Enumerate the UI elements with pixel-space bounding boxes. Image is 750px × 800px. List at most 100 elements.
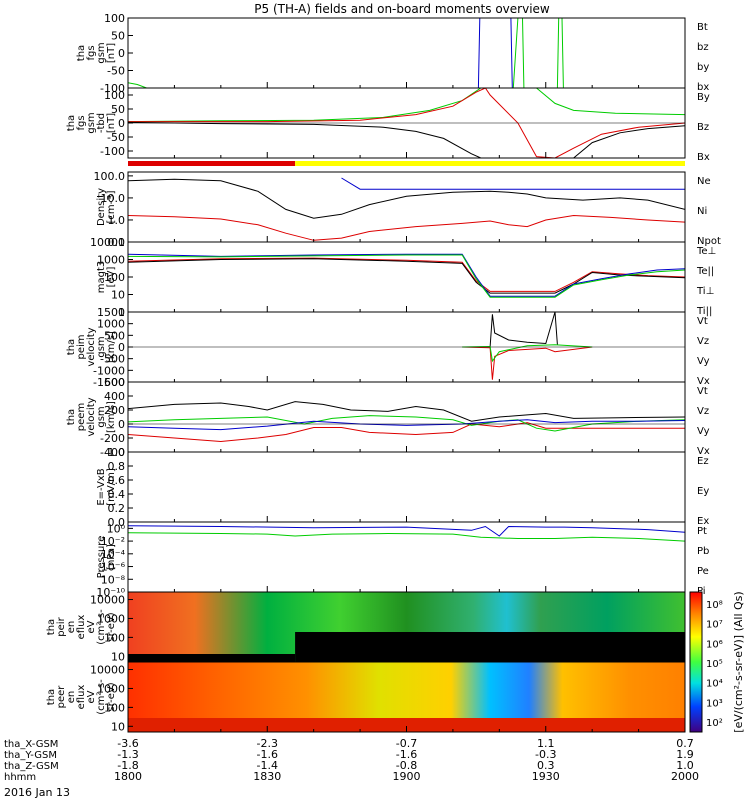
ytick-label: -100 <box>100 145 125 158</box>
legend-efield-Ez: Ez <box>697 456 709 467</box>
ytick-label: 1500 <box>97 306 125 319</box>
xrow-value: 1800 <box>114 770 142 783</box>
ytick-label: 10⁻⁸ <box>101 573 126 586</box>
xrow-value: -0.7 <box>396 737 417 750</box>
ytick-label: -1000 <box>93 364 125 377</box>
series-pressure-Pi <box>128 525 685 537</box>
ylabel-efield: E=-VxB <box>96 468 107 505</box>
legend-fgs_tbd-Bz: Bz <box>697 122 709 133</box>
legend-fgs-by: by <box>697 62 709 73</box>
ytick-label: 0 <box>118 418 125 431</box>
panel-fgs: 100 50 0 -50 -100 tha fgs gsm [nT] Bt bz by bx <box>76 12 709 95</box>
xrow-value: 0.7 <box>676 737 694 750</box>
legend-peem_velocity-Vy: Vy <box>697 426 710 437</box>
xrow-label: hhmm <box>4 772 36 783</box>
series-fgs-by <box>128 18 564 88</box>
ytick-label: 100 <box>104 89 125 102</box>
ytick-label: 50 <box>111 30 125 43</box>
ylabel-peim_velocity: peim <box>76 334 87 359</box>
ylabel-fgs_tbd: -tbd <box>96 113 107 133</box>
ylabel-temperature: magt3 <box>96 261 107 294</box>
legend-peim_velocity-Vy: Vy <box>697 356 710 367</box>
xrow-value: 0.3 <box>537 759 555 772</box>
frame-fgs <box>127 17 686 89</box>
x-axis-labels: tha_X-GSM -3.6 -2.3 -0.7 1.1 0.7 tha_Y-GSM -1.3… <box>4 737 699 783</box>
xrow-value: -1.8 <box>117 759 138 772</box>
ylabel-peem_velocity: [km/s] <box>106 401 117 433</box>
ytick-label: 10⁻¹⁰ <box>96 586 125 599</box>
ytick-label: 10000 <box>90 236 125 249</box>
legend-density-Npot: Npot <box>697 236 721 247</box>
series-density-Ni <box>128 178 685 219</box>
ylabel-peir_spectrogram: peir <box>56 616 67 636</box>
ylabel-fgs: [nT] <box>106 43 117 63</box>
series-density-Npot <box>341 177 685 190</box>
xrow-value: 1930 <box>532 770 560 783</box>
ytick-label: 1000 <box>97 682 125 695</box>
legend-pressure-Pe: Pe <box>697 566 709 577</box>
mode-bar-slow <box>128 161 296 166</box>
ylabel-fgs: tha <box>76 45 87 61</box>
ytick-label: 0.6 <box>108 474 126 487</box>
ylabel-peer_spectrogram: eflux <box>76 685 87 710</box>
ytick-label: 10⁻² <box>101 535 125 548</box>
ytick-label: 1.0 <box>108 446 126 459</box>
ytick-label: 500 <box>104 329 125 342</box>
frame-density <box>127 171 686 243</box>
legend-efield-Ex: Ex <box>697 516 709 527</box>
legend-density-Ne: Ne <box>697 176 711 187</box>
ytick-label: 100.0 <box>94 170 126 183</box>
ytick-label: 100 <box>104 12 125 25</box>
ytick-label: 0 <box>118 341 125 354</box>
ytick-label: 10⁰ <box>107 522 126 535</box>
xrow-value: 1.1 <box>537 737 555 750</box>
legend-temperature-Ti||: Ti|| <box>696 306 712 317</box>
ylabel-peir_spectrogram: en <box>66 621 77 634</box>
date-label: 2016 Jan 13 <box>4 786 70 799</box>
ylabel-efield: [mV/m] <box>106 468 117 506</box>
series-peim_velocity-Vt <box>489 312 558 348</box>
series-temperature-Ti⊥ <box>128 253 685 297</box>
ytick-label: 1 <box>118 306 125 319</box>
ytick-label: 10 <box>111 650 125 663</box>
ytick-label: -1500 <box>93 376 125 389</box>
ylabel-fgs: gsm <box>96 42 107 63</box>
ytick-label: -50 <box>107 65 125 78</box>
legend-fgs_tbd-Bx: Bx <box>697 152 710 163</box>
ylabel-temperature: [eV] <box>106 267 117 288</box>
ytick-label: 0 <box>118 117 125 130</box>
colorbar-label: [eV/(cm²-s-sr-eV)] (All Qs) <box>732 591 745 732</box>
ylabel-peer_spectrogram: eV <box>86 690 97 703</box>
legend-efield-Ey: Ey <box>697 486 709 497</box>
frame-efield <box>127 451 686 523</box>
colorbar-tick-label: 10⁵ <box>706 659 723 670</box>
legend-temperature-Ti⊥: Ti⊥ <box>696 286 714 297</box>
ytick-label: 0.2 <box>108 502 126 515</box>
plot-title: P5 (TH-A) fields and on-board moments ov… <box>254 2 550 16</box>
legend-peim_velocity-Vz: Vz <box>697 336 709 347</box>
ytick-label: 600 <box>104 376 125 389</box>
series-fgs_tbd-By <box>128 88 685 123</box>
ytick-label: 10.0 <box>101 192 126 205</box>
ytick-label: 10⁻⁴ <box>101 548 126 561</box>
series-temperature-Te|| <box>128 258 685 294</box>
ylabel-peir_spectrogram: tha <box>46 619 57 635</box>
ylabel-density: Density <box>96 188 107 226</box>
spectrogram-low-energy-band <box>128 654 296 662</box>
spectrogram-no-data-region <box>295 632 685 662</box>
ylabel-peem_velocity: velocity <box>86 397 97 436</box>
ytick-label: 50 <box>111 103 125 116</box>
ylabel-peim_velocity: [km/s] <box>106 331 117 363</box>
ytick-label: -50 <box>107 131 125 144</box>
panel-peir_spectrogram: 10000 1000 100 10 tha peir en eflux eV (cm²-s-sr-… <box>46 591 686 663</box>
series-pressure-Pe <box>128 532 685 542</box>
series-peem_velocity-Vz <box>128 422 685 443</box>
ylabel-peem_velocity: tha <box>66 409 77 425</box>
legend-peim_velocity-Vt: Vt <box>697 316 708 327</box>
xrow-label: tha_X-GSM <box>4 739 58 750</box>
ylabel-peir_spectrogram: sr-eV) <box>106 612 117 641</box>
